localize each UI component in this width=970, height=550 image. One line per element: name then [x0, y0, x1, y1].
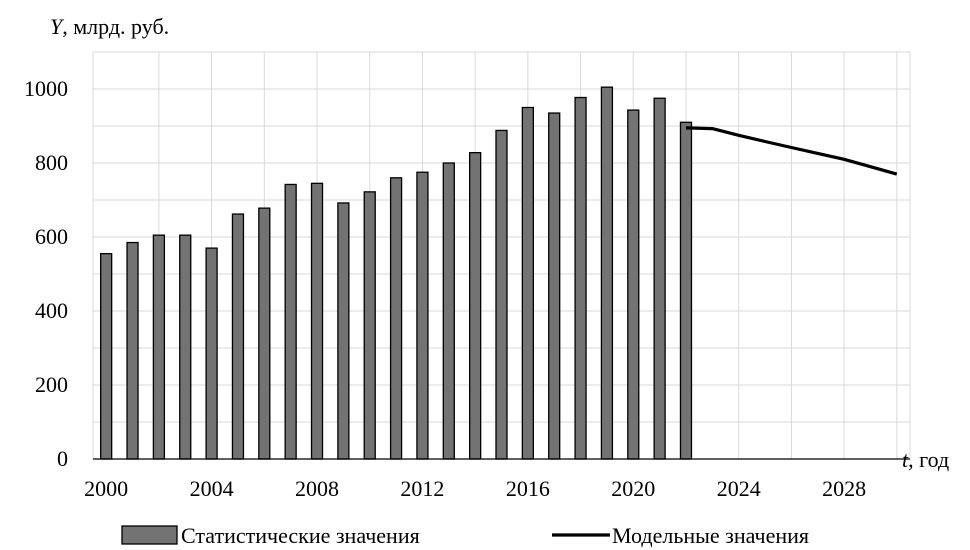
bar [521, 106, 535, 460]
x-tick-label: 2012 [400, 476, 444, 501]
y-axis-var: Y [50, 14, 65, 39]
x-axis-title: t, год [902, 447, 949, 472]
bar [363, 191, 376, 460]
bar [100, 252, 113, 460]
y-axis-unit: , млрд. руб. [62, 14, 169, 39]
x-tick-labels: 2000 2004 2008 2012 2016 2020 2024 2028 [84, 476, 866, 501]
bar [548, 112, 561, 460]
y-tick-labels: 0 200 400 600 800 1000 [24, 76, 68, 471]
bar [258, 207, 271, 460]
y-tick-label: 400 [35, 298, 68, 323]
x-tick-label: 2008 [295, 476, 339, 501]
x-tick-label: 2000 [84, 476, 128, 501]
y-tick-label: 200 [35, 372, 68, 397]
y-axis-title: Y, млрд. руб. [50, 14, 169, 39]
y-tick-label: 1000 [24, 76, 68, 101]
x-tick-label: 2028 [822, 476, 866, 501]
bar [574, 96, 587, 460]
bars [100, 86, 693, 460]
legend-label-line: Модельные значения [612, 523, 809, 548]
bar [337, 202, 350, 460]
legend: Статистические значения Модельные значен… [121, 523, 809, 548]
bar [231, 213, 245, 460]
bar [389, 177, 403, 460]
x-tick-label: 2004 [190, 476, 234, 501]
y-tick-label: 800 [35, 150, 68, 175]
legend-swatch-bars [121, 525, 178, 545]
bar [468, 151, 482, 460]
x-tick-label: 2020 [611, 476, 655, 501]
legend-label-bars: Статистические значения [181, 523, 420, 548]
y-tick-label: 0 [57, 446, 68, 471]
bar [179, 234, 192, 460]
bar [126, 241, 139, 460]
bar [205, 247, 218, 460]
bar [600, 86, 614, 460]
x-tick-label: 2024 [717, 476, 761, 501]
x-axis-var: t [902, 447, 909, 472]
bar [627, 109, 640, 460]
bar [416, 171, 429, 460]
bar [442, 162, 455, 460]
x-axis-unit: , год [908, 447, 949, 472]
model-line [685, 126, 898, 176]
x-tick-label: 2016 [506, 476, 550, 501]
bar [310, 182, 324, 460]
y-tick-label: 600 [35, 224, 68, 249]
bar [653, 97, 666, 460]
bar [284, 183, 297, 460]
bar [152, 234, 166, 460]
bar [495, 129, 508, 460]
bar [679, 121, 693, 460]
